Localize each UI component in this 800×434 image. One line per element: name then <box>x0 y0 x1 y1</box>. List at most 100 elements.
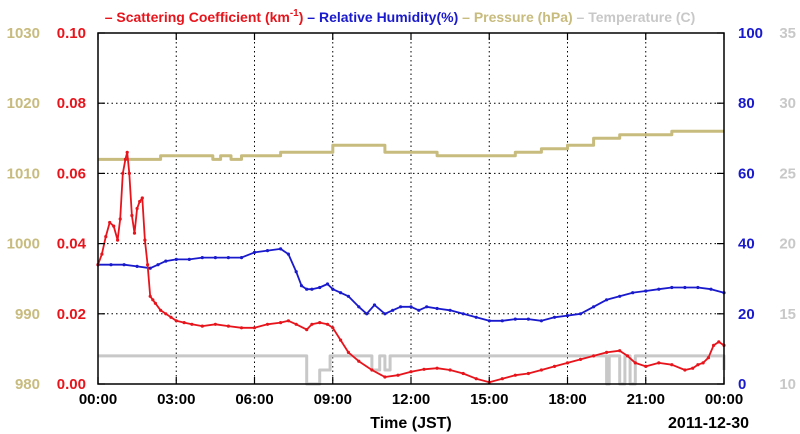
data-point-humidity <box>461 312 465 316</box>
data-point-humidity <box>174 257 178 261</box>
y-tick-label-humidity: 100 <box>738 25 763 42</box>
data-point-scattering <box>565 361 570 365</box>
y-tick-label-temperature: 30 <box>779 95 796 112</box>
data-point-scattering <box>592 354 596 358</box>
data-point-scattering <box>112 224 116 228</box>
data-point-humidity <box>391 308 395 312</box>
x-tick-label: 15:00 <box>470 391 508 408</box>
data-point-humidity <box>425 305 429 309</box>
x-tick-label: 18:00 <box>548 391 586 408</box>
data-point-humidity <box>286 252 290 256</box>
data-point-humidity <box>565 314 570 318</box>
data-point-humidity <box>383 312 387 316</box>
data-point-scattering <box>670 363 674 367</box>
data-point-humidity <box>164 259 168 263</box>
data-point-scattering <box>143 238 147 242</box>
data-point-scattering <box>396 373 400 377</box>
data-point-humidity <box>448 308 452 312</box>
x-tick-label: 06:00 <box>235 391 273 408</box>
y-tick-label-temperature: 25 <box>779 165 796 182</box>
data-point-humidity <box>417 308 421 312</box>
data-point-scattering <box>123 157 127 161</box>
data-point-humidity <box>239 256 244 260</box>
data-point-scattering <box>539 368 544 372</box>
data-point-humidity <box>500 319 504 323</box>
data-point-humidity <box>539 319 544 323</box>
data-point-scattering <box>633 361 637 365</box>
data-point-scattering <box>239 326 244 330</box>
data-point-humidity <box>644 289 648 293</box>
legend-entry-2: – Pressure (hPa) <box>458 9 572 25</box>
grid-lines <box>98 33 724 384</box>
data-point-scattering <box>526 371 531 376</box>
axes: 00:00 03:00 06:00 09:00 12:00 15:00 18:00 21:00… <box>7 25 796 408</box>
data-point-scattering <box>683 368 687 372</box>
y-tick-label-scattering: 0.08 <box>57 95 86 112</box>
data-point-humidity <box>618 294 622 298</box>
date-label: 2011-12-30 <box>668 415 749 432</box>
y-tick-label-pressure: 1020 <box>7 95 40 112</box>
data-point-scattering <box>500 377 504 381</box>
data-point-scattering <box>325 322 330 326</box>
data-point-scattering <box>474 377 478 381</box>
data-point-scattering <box>513 373 517 377</box>
legend-entry-1: – Relative Humidity(%) <box>303 9 458 25</box>
y-tick-label-pressure: 1030 <box>7 25 40 42</box>
x-tick-label: 00:00 <box>79 391 117 408</box>
data-point-humidity <box>226 256 230 260</box>
y-tick-label-scattering: 0.06 <box>57 165 86 182</box>
data-point-scattering <box>174 319 178 323</box>
data-point-humidity <box>552 315 557 319</box>
y-tick-label-pressure: 990 <box>15 306 40 323</box>
x-tick-label: 12:00 <box>392 391 430 408</box>
y-tick-label-temperature: 20 <box>779 236 796 253</box>
data-point-scattering <box>578 357 583 361</box>
data-point-humidity <box>187 257 191 261</box>
data-point-scattering <box>448 368 452 372</box>
data-point-scattering <box>310 322 314 326</box>
data-point-humidity <box>399 305 403 309</box>
data-point-scattering <box>294 322 298 326</box>
y-tick-label-pressure: 980 <box>15 376 40 393</box>
data-point-scattering <box>121 171 125 175</box>
data-point-humidity <box>331 287 335 291</box>
data-point-humidity <box>135 264 139 268</box>
x-tick-label: 00:00 <box>705 391 743 408</box>
data-point-humidity <box>318 285 322 290</box>
data-point-scattering <box>696 363 700 367</box>
data-point-humidity <box>435 306 439 311</box>
data-point-scattering <box>305 328 309 332</box>
data-point-humidity <box>148 266 152 270</box>
data-point-scattering <box>383 375 387 379</box>
x-tick-label: 21:00 <box>627 391 665 408</box>
data-point-scattering <box>118 217 122 221</box>
data-point-scattering <box>148 294 152 298</box>
y-tick-label-pressure: 1010 <box>7 165 40 182</box>
data-point-scattering <box>140 196 144 200</box>
data-point-humidity <box>299 284 304 288</box>
x-tick-label: 03:00 <box>157 391 195 408</box>
data-point-scattering <box>422 367 426 371</box>
data-point-humidity <box>213 256 217 260</box>
data-point-scattering <box>169 315 173 319</box>
data-point-scattering <box>138 199 142 204</box>
data-point-scattering <box>151 298 155 302</box>
data-point-scattering <box>644 364 648 368</box>
data-point-scattering <box>691 366 695 370</box>
y-tick-label-temperature: 15 <box>779 306 796 323</box>
data-point-humidity <box>109 263 113 267</box>
y-tick-label-humidity: 40 <box>738 236 755 253</box>
data-point-humidity <box>670 285 674 290</box>
y-tick-label-scattering: 0.10 <box>57 25 86 42</box>
data-point-humidity <box>592 305 596 309</box>
data-point-humidity <box>279 247 283 251</box>
data-point-scattering <box>108 220 112 225</box>
data-point-humidity <box>339 291 343 295</box>
data-point-scattering <box>127 171 131 175</box>
y-tick-label-humidity: 60 <box>738 165 755 182</box>
legend-suffix: ) <box>299 9 304 25</box>
data-point-scattering <box>190 322 194 326</box>
data-point-scattering <box>657 361 661 365</box>
data-point-humidity <box>265 249 270 253</box>
